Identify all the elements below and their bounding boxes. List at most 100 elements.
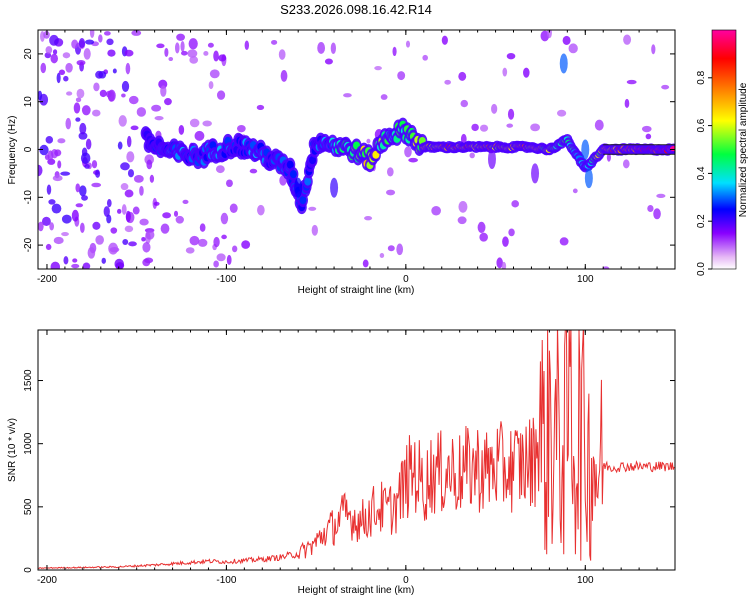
snr-ytick-label: 1500 bbox=[23, 369, 34, 392]
noise-blob bbox=[364, 215, 373, 221]
noise-blob bbox=[178, 124, 185, 135]
noise-blob bbox=[606, 153, 611, 162]
noise-blob bbox=[324, 58, 333, 65]
noise-blob bbox=[330, 42, 336, 55]
noise-blob bbox=[82, 262, 91, 269]
noise-blob bbox=[40, 62, 47, 74]
noise-blob bbox=[75, 117, 81, 122]
noise-blob bbox=[241, 240, 251, 249]
noise-blob bbox=[226, 254, 232, 265]
noise-blob bbox=[121, 80, 130, 92]
noise-blob bbox=[87, 246, 96, 259]
noise-blob bbox=[572, 188, 578, 194]
noise-blob bbox=[71, 263, 80, 269]
noise-blob bbox=[594, 119, 604, 131]
noise-blob bbox=[60, 171, 71, 176]
noise-blob bbox=[444, 79, 451, 85]
noise-blob bbox=[95, 70, 104, 79]
side-streak bbox=[559, 53, 568, 74]
noise-blob bbox=[122, 239, 129, 245]
snr-xtick-label: -200 bbox=[37, 575, 57, 586]
noise-blob bbox=[506, 52, 516, 60]
noise-blob bbox=[115, 262, 125, 269]
spectrogram-xlabel: Height of straight line (km) bbox=[298, 285, 415, 296]
snr-xtick-label: 0 bbox=[403, 575, 409, 586]
spectrogram-marks bbox=[38, 30, 675, 269]
noise-blob bbox=[215, 165, 225, 174]
noise-blob bbox=[392, 46, 397, 57]
spectrogram-xtick-label: 100 bbox=[577, 274, 594, 285]
noise-blob bbox=[49, 222, 55, 231]
noise-blob bbox=[185, 247, 195, 254]
noise-blob bbox=[317, 42, 326, 54]
noise-blob bbox=[124, 189, 134, 198]
noise-blob bbox=[249, 168, 258, 174]
noise-blob bbox=[220, 212, 229, 225]
noise-blob bbox=[93, 82, 100, 92]
noise-blob bbox=[142, 258, 151, 267]
noise-blob bbox=[79, 122, 87, 135]
noise-blob bbox=[39, 144, 49, 156]
noise-blob bbox=[99, 89, 107, 98]
noise-blob bbox=[477, 221, 486, 233]
snr-xtick-label: -100 bbox=[216, 575, 236, 586]
noise-blob bbox=[71, 209, 79, 222]
noise-blob bbox=[79, 185, 87, 197]
noise-blob bbox=[108, 242, 119, 255]
noise-blob bbox=[71, 39, 79, 49]
noise-blob bbox=[653, 208, 661, 220]
noise-blob bbox=[173, 210, 179, 217]
colorbar-gradient bbox=[711, 29, 737, 270]
noise-blob bbox=[661, 84, 670, 90]
noise-blob bbox=[95, 169, 101, 178]
noise-blob bbox=[65, 62, 73, 73]
noise-blob bbox=[136, 107, 147, 117]
noise-blob bbox=[61, 231, 69, 237]
noise-blob bbox=[139, 218, 149, 226]
noise-blob bbox=[308, 206, 317, 211]
spectrogram-ytick-label: 20 bbox=[23, 48, 34, 60]
noise-blob bbox=[52, 175, 63, 182]
noise-blob bbox=[53, 236, 64, 245]
noise-blob bbox=[237, 124, 246, 133]
noise-blob bbox=[124, 225, 134, 233]
noise-blob bbox=[458, 71, 467, 81]
colorbar-tick-label: 0.0 bbox=[696, 262, 707, 276]
spectrogram-ytick-label: 0 bbox=[23, 146, 34, 152]
noise-blob bbox=[278, 49, 286, 60]
noise-blob bbox=[84, 39, 95, 45]
noise-blob bbox=[218, 54, 227, 62]
noise-blob bbox=[216, 253, 226, 262]
noise-blob bbox=[175, 215, 184, 224]
noise-blob bbox=[396, 243, 404, 256]
noise-blob bbox=[56, 72, 61, 84]
noise-blob bbox=[46, 184, 52, 195]
ridge-cell bbox=[299, 196, 307, 205]
noise-blob bbox=[92, 221, 101, 230]
spectrogram-xtick-label: -200 bbox=[37, 274, 57, 285]
noise-blob bbox=[118, 115, 127, 127]
noise-blob bbox=[469, 152, 475, 159]
snr-ylabel: SNR (10 * v/v) bbox=[7, 418, 18, 482]
noise-blob bbox=[66, 91, 73, 96]
noise-blob bbox=[84, 163, 90, 169]
noise-blob bbox=[120, 162, 130, 171]
ridge-cell bbox=[309, 156, 317, 165]
side-streak bbox=[581, 139, 590, 160]
noise-blob bbox=[72, 258, 78, 263]
colorbar-label: Normalized spectral amplitude bbox=[738, 82, 749, 217]
noise-blob bbox=[106, 38, 114, 46]
noise-blob bbox=[45, 243, 52, 250]
noise-blob bbox=[507, 108, 515, 120]
ridge-cell bbox=[670, 145, 675, 152]
noise-blob bbox=[75, 203, 84, 208]
noise-blob bbox=[502, 236, 509, 247]
noise-blob bbox=[110, 227, 118, 234]
noise-blob bbox=[311, 224, 318, 236]
side-streak bbox=[584, 168, 593, 189]
noise-blob bbox=[121, 93, 126, 98]
noise-blob bbox=[107, 89, 116, 102]
noise-blob bbox=[164, 98, 172, 106]
noise-blob bbox=[149, 174, 155, 183]
